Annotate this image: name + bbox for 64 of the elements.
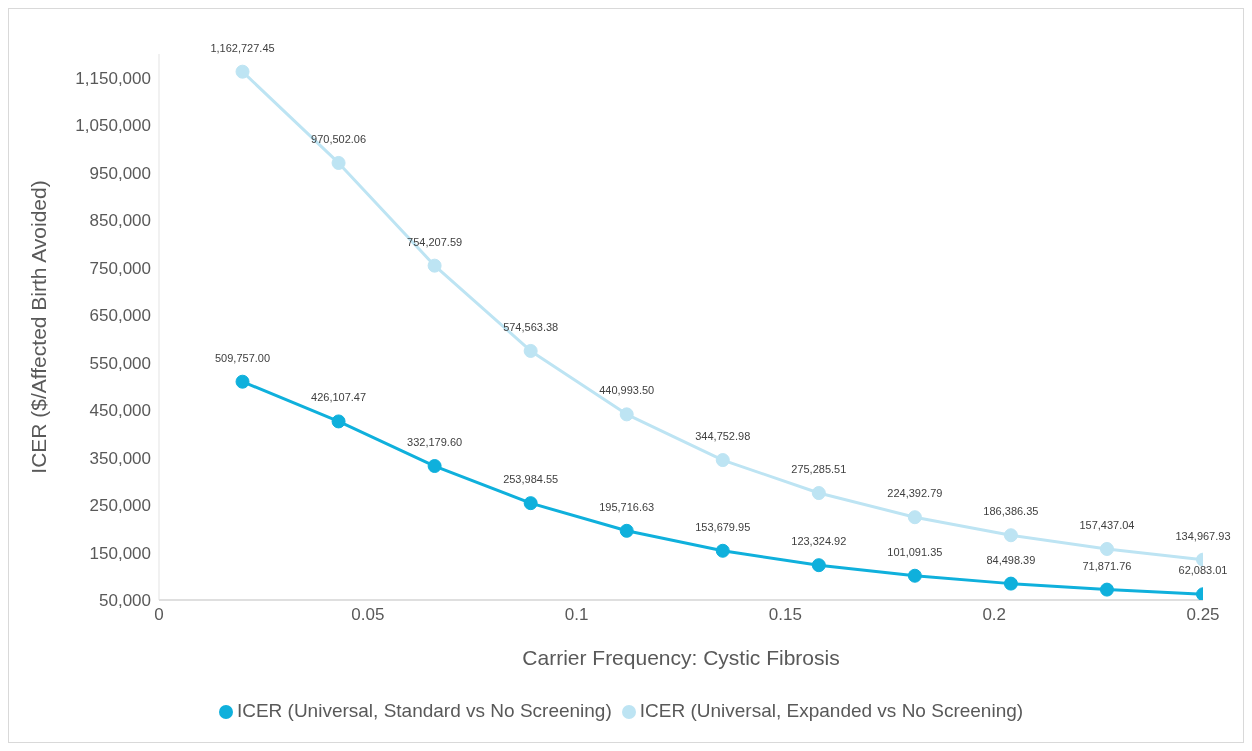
y-tick-label: 650,000	[89, 306, 151, 326]
data-label: 332,179.60	[407, 436, 463, 449]
x-tick-label: 0.15	[768, 605, 802, 625]
y-tick-label: 350,000	[89, 448, 151, 468]
x-tick-label: 0.05	[351, 605, 385, 625]
data-label: 253,984.55	[503, 473, 559, 486]
data-label: 134,967.93	[1175, 529, 1231, 542]
data-label: 101,091.35	[887, 545, 943, 558]
point	[331, 414, 346, 429]
data-label: 62,083.01	[1178, 564, 1228, 577]
point	[811, 558, 826, 573]
x-tick-label: 0.2	[982, 605, 1007, 625]
point	[907, 510, 922, 525]
x-tick-label: 0	[154, 605, 164, 625]
point	[331, 155, 346, 170]
point	[619, 523, 634, 538]
data-label: 123,324.92	[791, 535, 847, 548]
point	[235, 64, 250, 79]
data-label: 195,716.63	[599, 500, 655, 513]
y-tick-label: 1,050,000	[75, 116, 151, 136]
y-tick-label: 450,000	[89, 401, 151, 421]
point	[811, 486, 826, 501]
point	[1003, 576, 1018, 591]
legend-label: ICER (Universal, Standard vs No Screening)	[236, 700, 612, 721]
data-label: 574,563.38	[503, 320, 559, 333]
data-label: 754,207.59	[407, 235, 463, 248]
x-tick-label: 0.1	[564, 605, 589, 625]
point	[1003, 528, 1018, 543]
y-tick-label: 950,000	[89, 163, 151, 183]
data-label: 1,162,727.45	[210, 41, 275, 54]
point	[715, 543, 730, 558]
data-label: 426,107.47	[311, 391, 367, 404]
data-label: 186,386.35	[983, 505, 1039, 518]
data-label: 153,679.95	[695, 520, 751, 533]
y-tick-label: 750,000	[89, 258, 151, 278]
y-tick-label: 850,000	[89, 211, 151, 231]
point	[619, 407, 634, 422]
point	[715, 453, 730, 468]
y-axis-title: ICER ($/Affected Birth Avoided)	[27, 180, 51, 474]
point	[523, 496, 538, 511]
point	[1099, 582, 1114, 597]
data-label: 970,502.06	[311, 132, 367, 145]
y-tick-label: 50,000	[99, 591, 151, 611]
point	[235, 374, 250, 389]
data-label: 344,752.98	[695, 430, 751, 443]
point	[907, 568, 922, 583]
data-label: 71,871.76	[1082, 559, 1132, 572]
data-label: 509,757.00	[214, 351, 271, 364]
y-tick-label: 1,150,000	[75, 68, 151, 88]
data-label: 84,498.39	[986, 553, 1036, 566]
data-label: 275,285.51	[791, 463, 847, 476]
point	[427, 459, 442, 474]
data-label: 440,993.50	[599, 384, 655, 397]
x-tick-label: 0.25	[1186, 605, 1220, 625]
y-tick-label: 150,000	[89, 543, 151, 563]
data-label: 224,392.79	[887, 487, 943, 500]
legend-label: ICER (Universal, Expanded vs No Screening)	[639, 700, 1024, 721]
y-tick-label: 250,000	[89, 496, 151, 516]
data-label: 157,437.04	[1079, 518, 1135, 531]
point	[427, 258, 442, 273]
point	[523, 343, 538, 358]
point	[1099, 541, 1114, 556]
y-tick-label: 550,000	[89, 353, 151, 373]
x-axis-title: Carrier Frequency: Cystic Fibrosis	[522, 646, 840, 669]
